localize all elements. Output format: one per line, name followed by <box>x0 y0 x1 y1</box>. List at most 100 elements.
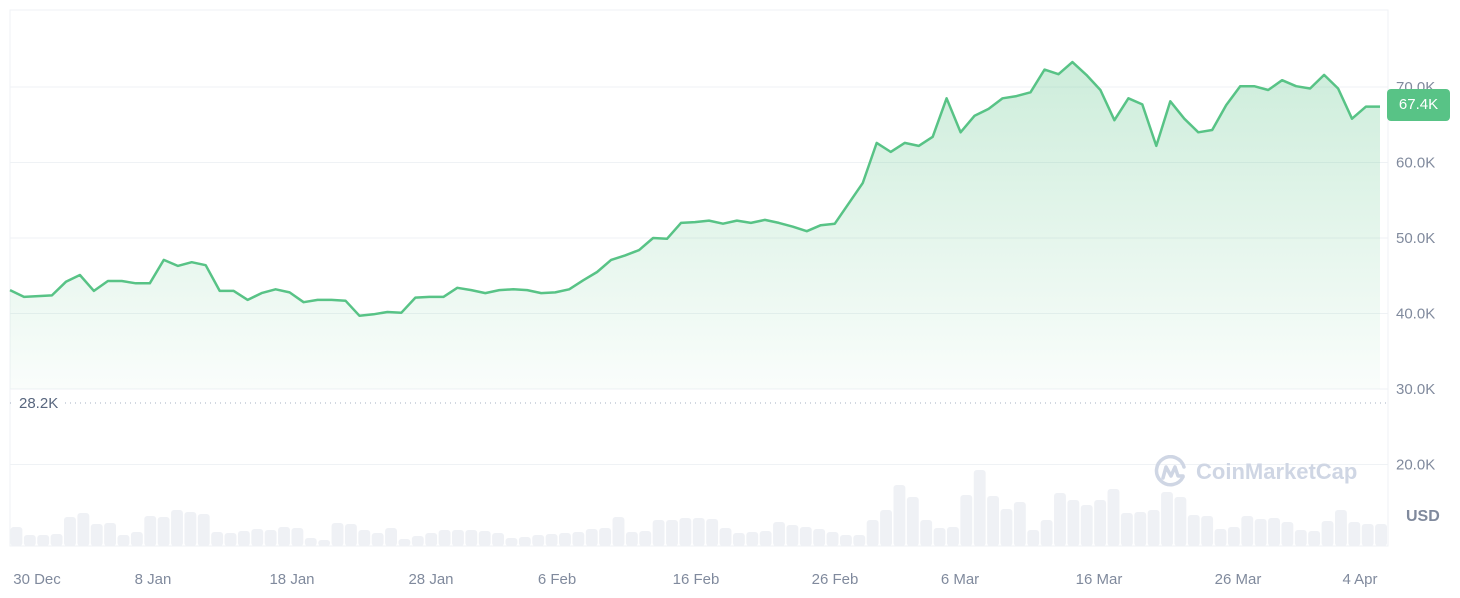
volume-bar <box>1214 529 1227 546</box>
volume-bar <box>1281 522 1294 546</box>
x-tick-label: 30 Dec <box>13 571 61 588</box>
volume-bar <box>612 517 625 546</box>
volume-bar <box>1134 512 1147 546</box>
volume-bar <box>438 530 451 546</box>
volume-bar <box>532 535 545 546</box>
volume-bar <box>1027 530 1040 546</box>
y-tick-label: 40.0K <box>1396 306 1435 323</box>
volume-bar <box>880 510 892 546</box>
volume-bar <box>1348 522 1361 546</box>
volume-bar <box>237 531 250 546</box>
volume-bar <box>706 519 719 546</box>
volume-bar <box>1201 516 1214 546</box>
volume-bar <box>505 538 518 546</box>
volume-bar <box>893 485 906 546</box>
volume-bar <box>973 470 986 546</box>
volume-bar <box>559 533 571 546</box>
volume-bar <box>1040 520 1053 546</box>
volume-bar <box>37 535 50 546</box>
volume-bar <box>518 537 531 546</box>
volume-bar <box>10 527 23 546</box>
volume-bar <box>652 520 665 546</box>
x-tick-label: 8 Jan <box>135 571 172 588</box>
currency-label: USD <box>1406 508 1440 525</box>
volume-bar <box>90 524 103 546</box>
volume-bar <box>799 527 812 546</box>
volume-bar <box>1294 530 1307 546</box>
volume-bar <box>960 495 973 546</box>
volume-bar <box>866 520 879 546</box>
volume-bar <box>599 528 612 546</box>
y-tick-label: 20.0K <box>1396 457 1435 474</box>
volume-bar <box>1147 510 1160 546</box>
volume-bar <box>130 532 143 546</box>
volume-bar <box>572 532 585 546</box>
volume-bar <box>291 528 304 546</box>
x-tick-label: 28 Jan <box>408 571 453 588</box>
volume-bar <box>478 531 491 546</box>
volume-bar <box>331 523 344 546</box>
volume-bar <box>264 530 277 546</box>
coinmarketcap-watermark: CoinMarketCap <box>1154 455 1357 489</box>
volume-bar <box>465 530 478 546</box>
volume-bar <box>746 532 759 546</box>
volume-bar <box>719 528 732 546</box>
volume-bar <box>411 536 424 546</box>
volume-bar <box>398 539 411 546</box>
volume-bar <box>451 530 464 546</box>
volume-bar <box>545 534 558 546</box>
x-tick-label: 6 Mar <box>941 571 979 588</box>
volume-bar <box>1227 527 1240 546</box>
volume-bar <box>385 528 397 546</box>
volume-bar <box>184 512 197 546</box>
price-line <box>9 60 1380 318</box>
x-tick-label: 26 Mar <box>1215 571 1262 588</box>
volume-bar <box>853 535 866 546</box>
volume-bar <box>358 530 371 546</box>
volume-bar <box>920 520 933 546</box>
volume-bar <box>1107 489 1120 546</box>
volume-bar <box>1375 524 1387 546</box>
x-tick-label: 16 Mar <box>1076 571 1123 588</box>
volume-bar <box>1334 510 1347 546</box>
volume-bar <box>1013 502 1026 546</box>
volume-bar <box>1268 518 1280 546</box>
volume-bar <box>492 533 505 546</box>
coinmarketcap-logo-icon <box>1154 455 1186 487</box>
volume-bar <box>773 522 785 546</box>
y-tick-label: 60.0K <box>1396 155 1435 172</box>
volume-bar <box>77 513 90 546</box>
volume-bar <box>1067 500 1080 546</box>
volume-bar <box>666 520 678 546</box>
volume-bar <box>679 518 692 546</box>
volume-bar <box>692 518 705 546</box>
volume-bar <box>344 524 357 546</box>
volume-bar <box>251 529 264 546</box>
volume-bar <box>1094 500 1107 546</box>
volume-bar <box>1000 509 1013 546</box>
volume-bar <box>278 527 290 546</box>
volume-bar <box>813 529 826 546</box>
x-tick-label: 16 Feb <box>673 571 720 588</box>
price-area <box>10 62 1380 389</box>
x-axis: 30 Dec 8 Jan 18 Jan 28 Jan 6 Feb 16 Feb 26 Feb… <box>13 571 1377 588</box>
volume-bar <box>826 532 839 546</box>
x-tick-label: 18 Jan <box>269 571 314 588</box>
volume-bar <box>157 517 170 546</box>
volume-bar <box>625 532 638 546</box>
volume-bar <box>947 527 959 546</box>
y-tick-label: 30.0K <box>1396 381 1435 398</box>
volume-bar <box>933 528 946 546</box>
volume-bar <box>1308 531 1321 546</box>
volume-bar <box>371 533 384 546</box>
volume-bar <box>786 525 799 546</box>
volume-bar <box>759 531 772 546</box>
volume-bar <box>1174 497 1187 546</box>
volume-bar <box>1054 493 1066 546</box>
volume-bar <box>318 540 331 546</box>
volume-bar <box>839 535 852 546</box>
volume-bar <box>117 535 130 546</box>
volume-bar <box>197 514 210 546</box>
volume-bars <box>10 470 1387 546</box>
